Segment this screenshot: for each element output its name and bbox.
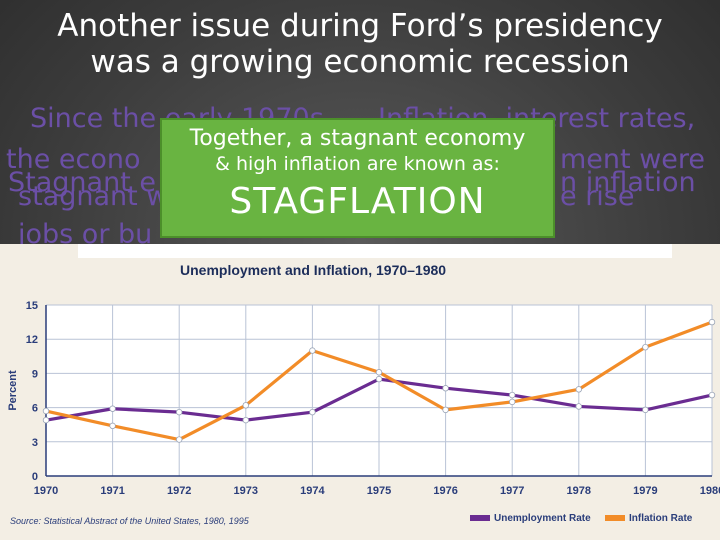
y-tick-label: 9	[32, 368, 38, 380]
data-point-inflation	[175, 436, 183, 443]
x-tick-label: 1973	[234, 485, 258, 497]
data-point-inflation	[575, 386, 582, 393]
data-point-unemployment	[575, 403, 582, 410]
x-tick-label: 1971	[100, 485, 124, 497]
data-point-unemployment	[509, 391, 516, 399]
legend-label-unemployment: Unemployment Rate	[494, 513, 591, 524]
x-tick-label: 1979	[633, 485, 657, 497]
y-axis-label: Percent	[7, 370, 19, 411]
data-point-inflation	[509, 398, 516, 406]
callout-line-1: Together, a stagnant economy	[189, 126, 526, 151]
data-point-inflation	[708, 318, 716, 326]
legend-swatch-unemployment	[470, 515, 490, 521]
data-point-inflation	[109, 422, 116, 430]
slide-title: Another issue during Ford’s presidency w…	[0, 8, 720, 80]
y-tick-label: 6	[32, 403, 38, 415]
y-tick-label: 0	[32, 471, 38, 483]
x-tick-label: 1980	[700, 485, 720, 497]
data-point-unemployment	[309, 408, 316, 416]
data-point-unemployment	[642, 406, 649, 414]
bg-text-line4-left: stagnant w	[18, 181, 169, 212]
bg-text-line3-left: Stagnant e	[8, 167, 156, 198]
data-point-inflation	[375, 369, 383, 376]
y-tick-label: 3	[32, 437, 38, 449]
x-tick-label: 1976	[433, 485, 457, 497]
x-tick-label: 1978	[567, 485, 591, 497]
data-point-unemployment	[42, 416, 50, 424]
data-point-unemployment	[242, 416, 249, 424]
data-point-unemployment	[442, 385, 449, 392]
callout-term: STAGFLATION	[229, 181, 486, 222]
bg-text-line2-right: ment were	[560, 144, 706, 175]
y-tick-label: 15	[26, 300, 38, 312]
data-point-inflation	[642, 343, 649, 351]
bg-text-line4-right: e rise	[560, 181, 635, 212]
chart-source: Source: Statistical Abstract of the Unit…	[10, 516, 249, 526]
x-tick-label: 1972	[167, 485, 191, 497]
bg-text-line2-left: the econo	[6, 144, 141, 175]
data-point-unemployment	[175, 408, 183, 416]
x-tick-label: 1975	[367, 485, 391, 497]
callout-line-2: & high inflation are known as:	[215, 153, 500, 175]
data-point-inflation	[442, 406, 449, 414]
legend-swatch-inflation	[605, 515, 625, 521]
title-line-2: was a growing economic recession	[90, 44, 630, 80]
data-point-unemployment	[375, 375, 383, 383]
data-point-inflation	[42, 407, 50, 415]
line-chart: 0 3 6 9 12 15 1970 1971 1972 1973 1974 1975 1976 1977…	[7, 300, 720, 524]
data-point-unemployment	[109, 405, 116, 412]
x-tick-label: 1977	[500, 485, 524, 497]
legend-label-inflation: Inflation Rate	[629, 513, 693, 524]
x-tick-label: 1970	[34, 485, 58, 497]
x-tick-label: 1974	[300, 485, 325, 497]
data-point-unemployment	[708, 391, 716, 399]
stagflation-callout: Together, a stagnant economy & high infl…	[160, 118, 555, 238]
chart-header-strip	[78, 244, 672, 258]
data-point-inflation	[242, 402, 249, 409]
title-line-1: Another issue during Ford’s presidency	[57, 8, 663, 44]
y-tick-label: 12	[26, 334, 38, 346]
chart-panel: Unemployment and Inflation, 1970–1980 0 3…	[0, 244, 720, 540]
bg-text-line3-right: n inflation	[560, 167, 696, 198]
data-point-inflation	[309, 347, 316, 354]
chart-title: Unemployment and Inflation, 1970–1980	[180, 262, 447, 278]
